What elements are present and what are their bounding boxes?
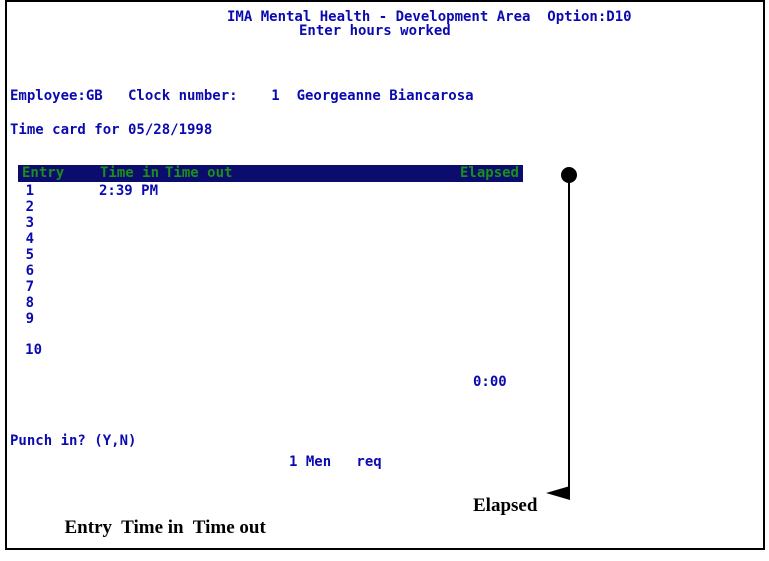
entry-number: 5 [25,247,34,263]
status-line: 1 Men req [289,454,382,470]
entry-number: 10 [25,342,42,358]
entry-time-in[interactable]: 2:39 PM [99,183,159,199]
punch-in-prompt[interactable]: Punch in? (Y,N) [10,433,137,449]
entry-number: 1 [25,183,34,199]
entry-number: 9 [25,311,34,327]
arrow-start-dot [561,167,577,183]
time-table-header: Entry Time in Time out Elapsed [18,165,523,182]
employee-info: Employee:GB Clock number: 1 Georgeanne B… [10,88,474,104]
entry-number: 7 [25,279,34,295]
entry-number: 3 [25,215,34,231]
elapsed-total: 0:00 [473,374,507,390]
screenshot-frame [5,0,765,550]
entry-number: 4 [25,231,34,247]
column-header-time-out: Time out [165,165,233,181]
arrow-head [546,486,570,500]
screen-subtitle: Enter hours worked [299,23,451,39]
column-header-elapsed: Elapsed [459,165,519,181]
entry-number: 2 [25,199,34,215]
timecard-date: Time card for 05/28/1998 [10,122,213,138]
entry-number: 8 [25,295,34,311]
entry-number: 6 [25,263,34,279]
column-header-time-in: Time in [100,165,160,181]
caption-columns: Entry Time in Time out [64,517,266,538]
column-header-entry: Entry [22,165,65,181]
app-title: IMA Mental Health - Development Area Opt… [227,9,632,25]
annotation-caption: Entry Time in Time out Elapsed [55,495,538,561]
caption-elapsed: Elapsed [473,495,538,516]
